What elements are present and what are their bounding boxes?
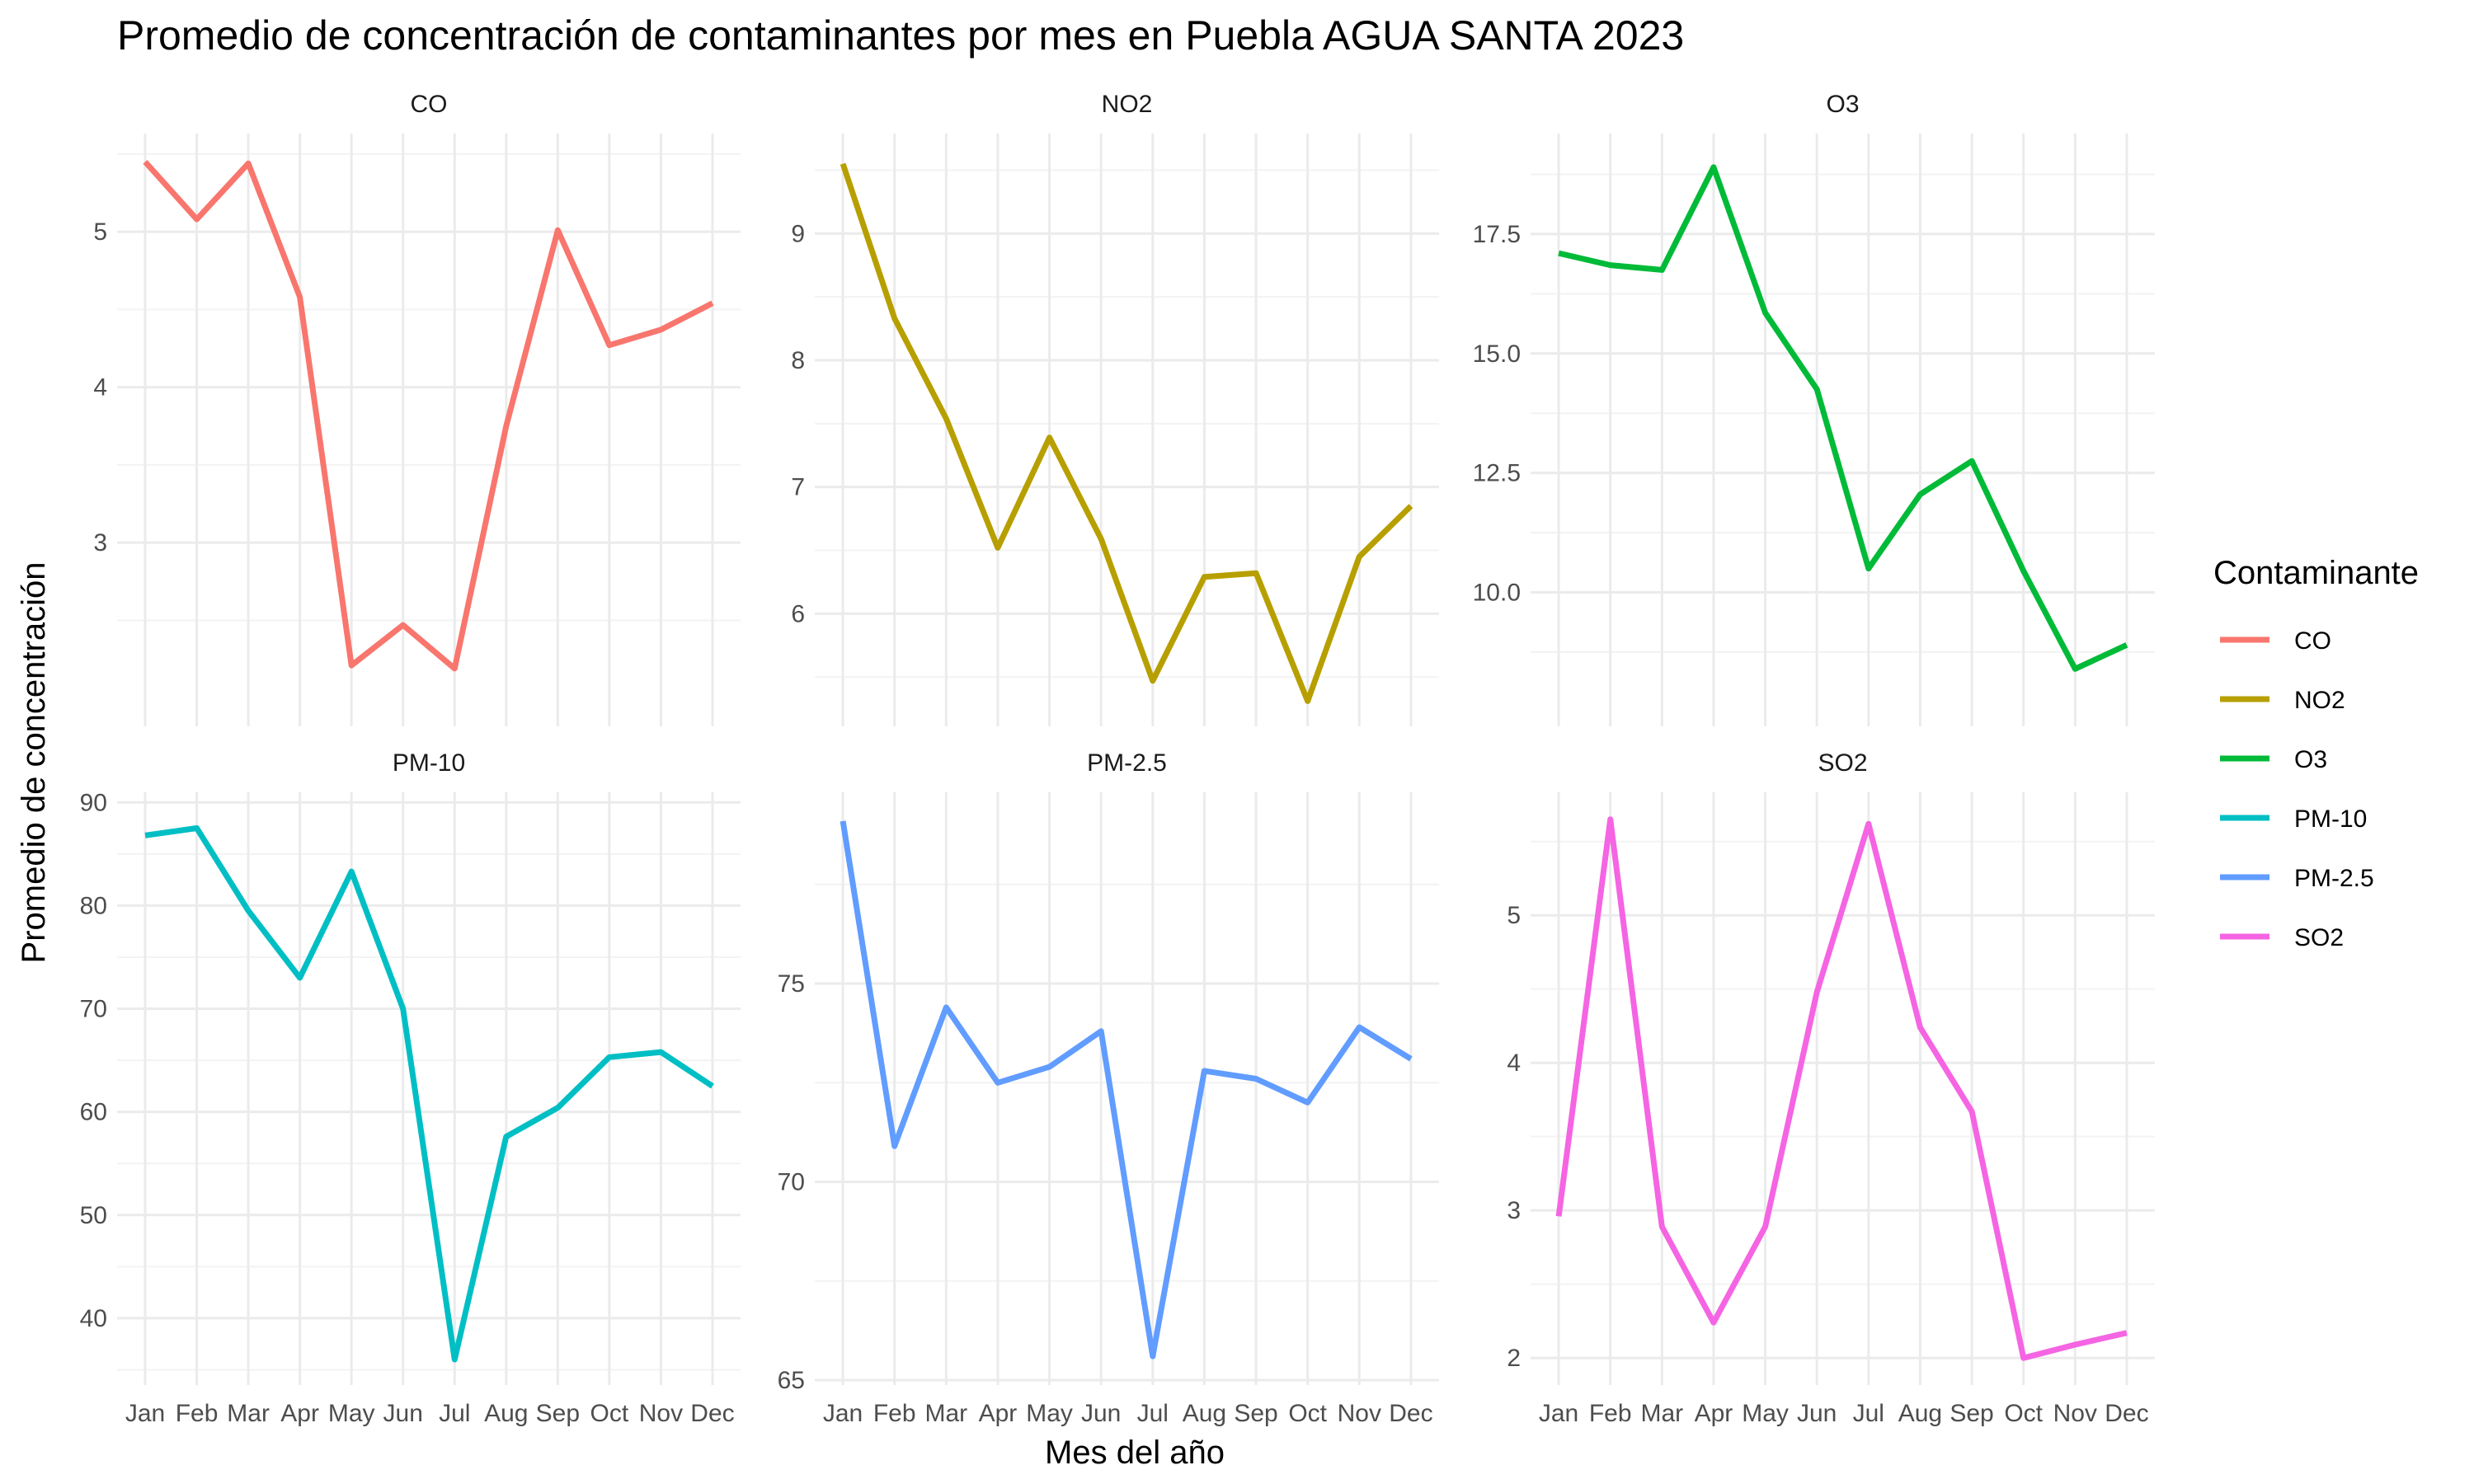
x-tick-label: Nov (639, 1400, 683, 1427)
y-tick-label: 12.5 (1473, 460, 1521, 487)
y-tick-label: 60 (80, 1099, 107, 1126)
x-tick-label: Jun (1797, 1400, 1837, 1427)
x-tick-label: Jan (125, 1400, 165, 1427)
y-tick-label: 5 (93, 218, 107, 246)
legend-items: CO NO2 O3 PM-10 PM-2.5 SO2 (2220, 627, 2374, 951)
y-tick-label: 90 (80, 789, 107, 816)
y-tick-label: 4 (93, 374, 107, 402)
x-tick-label: Sep (1234, 1400, 1277, 1427)
y-tick-label: 40 (80, 1305, 107, 1332)
facet-strip-label: CO (411, 91, 448, 118)
legend-label: O3 (2294, 746, 2327, 773)
y-tick-label: 4 (1507, 1050, 1521, 1077)
facet-strip-label: PM-2.5 (1087, 749, 1167, 777)
x-tick-label: Oct (1288, 1400, 1327, 1427)
x-tick-label: Apr (1695, 1400, 1733, 1427)
x-tick-label: Dec (1389, 1400, 1432, 1427)
x-tick-label: Jul (439, 1400, 470, 1427)
x-tick-label: Nov (2053, 1400, 2097, 1427)
panel-co: 3 4 5 CO (93, 91, 741, 726)
x-tick-label: Sep (1950, 1400, 1993, 1427)
panel-no2: 6 7 8 9 NO2 (791, 91, 1439, 726)
legend-item: PM-10 (2220, 805, 2367, 833)
legend-item: O3 (2220, 746, 2327, 773)
x-tick-label: Jul (1853, 1400, 1884, 1427)
x-tick-label: Aug (1183, 1400, 1226, 1427)
legend-label: PM-2.5 (2294, 865, 2374, 892)
legend-label: NO2 (2294, 687, 2345, 714)
series-line-pm-2-5 (840, 820, 1413, 1360)
y-tick-label: 70 (778, 1169, 805, 1196)
legend-label: CO (2294, 627, 2331, 655)
y-axis-title: Promedio de concentración (16, 562, 52, 964)
x-tick-label: Mar (924, 1400, 967, 1427)
y-tick-label: 70 (80, 996, 107, 1023)
legend-item: NO2 (2220, 687, 2345, 714)
y-tick-label: 5 (1507, 902, 1521, 929)
x-tick-label: Jul (1137, 1400, 1169, 1427)
x-tick-label: Oct (590, 1400, 629, 1427)
x-tick-label: Jun (383, 1400, 423, 1427)
facet-strip-label: SO2 (1818, 749, 1867, 777)
y-tick-label: 2 (1507, 1345, 1521, 1372)
series-line-no2 (840, 162, 1413, 704)
x-tick-label: Mar (227, 1400, 270, 1427)
legend-item: CO (2220, 627, 2331, 655)
x-axis-title: Mes del año (1045, 1435, 1225, 1471)
y-tick-label: 10.0 (1473, 580, 1521, 607)
panel-o3: 10.0 12.5 15.0 17.5 O3 (1473, 91, 2155, 726)
y-tick-label: 9 (791, 220, 805, 247)
y-tick-label: 8 (791, 347, 805, 374)
legend-title: Contaminante (2213, 555, 2419, 591)
y-tick-label: 50 (80, 1202, 107, 1229)
legend: Contaminante CO NO2 O3 PM-10 PM-2.5 SO2 (2213, 555, 2419, 951)
x-tick-label: Jan (1539, 1400, 1578, 1427)
panel-pm-10: 40 50 60 70 80 90 Jan Feb Mar Apr May Jun Jul Aug Sep O… (80, 749, 741, 1427)
legend-item: PM-2.5 (2220, 865, 2374, 892)
x-tick-label: Apr (979, 1400, 1018, 1427)
x-tick-label: Feb (1589, 1400, 1632, 1427)
x-tick-label: May (1026, 1400, 1073, 1427)
facet-strip-label: O3 (1826, 91, 1859, 118)
y-tick-label: 7 (791, 474, 805, 501)
x-tick-label: Oct (2004, 1400, 2043, 1427)
legend-item: SO2 (2220, 924, 2344, 951)
facet-strip-label: NO2 (1102, 91, 1153, 118)
x-tick-label: Dec (690, 1400, 734, 1427)
series-line-o3 (1558, 164, 2128, 672)
y-tick-label: 3 (93, 529, 107, 556)
x-tick-label: Feb (873, 1400, 916, 1427)
y-tick-label: 15.0 (1473, 340, 1521, 368)
y-tick-label: 80 (80, 892, 107, 919)
x-tick-label: Aug (484, 1400, 528, 1427)
x-tick-label: Mar (1640, 1400, 1683, 1427)
panel-so2: 2 3 4 5 Jan Feb Mar Apr May Jun Jul Aug Sep Oct Nov Dec… (1507, 749, 2155, 1427)
y-tick-label: 17.5 (1473, 221, 1521, 248)
x-tick-label: Aug (1898, 1400, 1942, 1427)
series-line-so2 (1555, 816, 2128, 1361)
facet-panels: 3 4 5 CO 6 7 8 9 NO2 10.0 12.5 15.0 17.5 O3 40 50 60 70 80… (80, 91, 2155, 1427)
series-line-pm-10 (144, 825, 714, 1363)
x-tick-label: Jan (823, 1400, 863, 1427)
x-tick-label: Feb (176, 1400, 219, 1427)
x-tick-label: Jun (1081, 1400, 1121, 1427)
y-tick-label: 3 (1507, 1197, 1521, 1224)
x-tick-label: May (328, 1400, 375, 1427)
legend-label: PM-10 (2294, 805, 2367, 833)
x-tick-label: Sep (536, 1400, 580, 1427)
y-tick-label: 75 (778, 970, 805, 998)
x-tick-label: May (1742, 1400, 1789, 1427)
x-tick-label: Dec (2105, 1400, 2148, 1427)
x-tick-label: Nov (1338, 1400, 1381, 1427)
x-tick-label: Apr (280, 1400, 319, 1427)
chart-title: Promedio de concentración de contaminant… (117, 12, 1684, 59)
y-tick-label: 65 (778, 1367, 805, 1394)
panel-pm-2-5: 65 70 75 Jan Feb Mar Apr May Jun Jul Aug Sep Oct Nov D… (778, 749, 1439, 1427)
y-tick-label: 6 (791, 600, 805, 627)
series-line-co (143, 159, 714, 672)
facet-strip-label: PM-10 (393, 749, 465, 777)
legend-label: SO2 (2294, 924, 2344, 951)
